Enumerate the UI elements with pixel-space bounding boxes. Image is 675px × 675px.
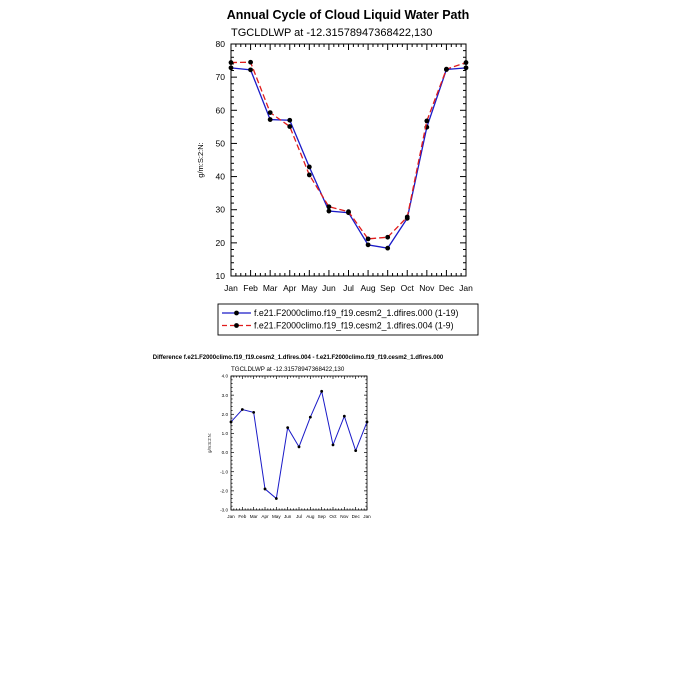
y-tick-label: 4.0 bbox=[222, 374, 229, 379]
data-point bbox=[342, 414, 346, 418]
data-point bbox=[228, 65, 234, 71]
y-axis-label: g/m:S:2:N: bbox=[196, 142, 205, 177]
y-tick-label: 3.0 bbox=[222, 393, 229, 398]
x-tick-label: Jan bbox=[459, 283, 473, 293]
x-tick-label: Jun bbox=[284, 514, 292, 519]
data-point bbox=[326, 208, 332, 214]
series-line-0 bbox=[230, 389, 368, 500]
x-tick-label: Jun bbox=[322, 283, 336, 293]
x-tick-label: Sep bbox=[380, 283, 395, 293]
data-point bbox=[286, 426, 290, 430]
y-tick-label: 70 bbox=[216, 72, 226, 82]
data-point bbox=[297, 445, 301, 449]
data-point bbox=[267, 117, 273, 122]
data-point bbox=[424, 118, 430, 124]
data-point bbox=[287, 124, 293, 129]
y-tick-label: 60 bbox=[216, 105, 226, 115]
y-tick-label: -1.0 bbox=[220, 469, 228, 474]
x-tick-label: Dec bbox=[352, 514, 361, 519]
y-tick-label: 20 bbox=[216, 238, 226, 248]
x-tick-label: Oct bbox=[401, 283, 415, 293]
chart-title: Annual Cycle of Cloud Liquid Water Path bbox=[227, 8, 470, 22]
chart-title: Difference f.e21.F2000climo.f19_f19.cesm… bbox=[153, 355, 444, 361]
x-tick-label: Feb bbox=[238, 514, 246, 519]
data-point bbox=[385, 245, 391, 251]
data-point bbox=[463, 65, 469, 71]
chart-panel-0: Annual Cycle of Cloud Liquid Water Path T… bbox=[196, 8, 473, 293]
y-tick-label: 10 bbox=[216, 271, 226, 281]
data-point bbox=[287, 117, 293, 123]
legend-label: f.e21.F2000climo.f19_f19.cesm2_1.dfires.… bbox=[254, 321, 454, 331]
y-tick-label: 2.0 bbox=[222, 412, 229, 417]
legend-label: f.e21.F2000climo.f19_f19.cesm2_1.dfires.… bbox=[254, 308, 458, 318]
data-point bbox=[248, 59, 253, 65]
legend-marker bbox=[234, 310, 239, 316]
y-axis-label: g/m:S:2:N: bbox=[207, 433, 212, 453]
x-tick-label: Nov bbox=[419, 283, 435, 293]
data-point bbox=[346, 209, 351, 215]
data-point bbox=[228, 60, 234, 65]
x-tick-label: May bbox=[272, 514, 281, 519]
chart-subtitle: TGCLDLWP at -12.31578947368422,130 bbox=[231, 27, 432, 39]
data-point bbox=[354, 449, 358, 453]
data-point bbox=[308, 415, 312, 419]
x-tick-label: Jan bbox=[363, 514, 371, 519]
y-tick-label: -2.0 bbox=[220, 488, 228, 493]
x-tick-label: Jul bbox=[343, 283, 354, 293]
data-point bbox=[444, 66, 449, 72]
data-point bbox=[306, 164, 312, 170]
data-point bbox=[365, 242, 371, 248]
data-point bbox=[248, 67, 253, 73]
y-tick-label: 50 bbox=[216, 138, 226, 148]
data-point bbox=[365, 420, 369, 424]
x-tick-label: Oct bbox=[329, 514, 337, 519]
data-point bbox=[385, 234, 391, 240]
chart-panel-1: Difference f.e21.F2000climo.f19_f19.cesm… bbox=[153, 355, 444, 519]
y-tick-label: 30 bbox=[216, 205, 226, 215]
data-point bbox=[463, 60, 469, 65]
data-point bbox=[320, 389, 324, 393]
data-point bbox=[326, 204, 332, 210]
data-point bbox=[306, 172, 312, 178]
data-point bbox=[331, 443, 335, 447]
y-tick-label: 0.0 bbox=[222, 450, 229, 455]
x-tick-label: Apr bbox=[261, 514, 269, 519]
x-tick-label: Aug bbox=[306, 514, 315, 519]
y-tick-label: 40 bbox=[216, 172, 226, 182]
data-point bbox=[274, 497, 278, 500]
x-tick-label: Jan bbox=[227, 514, 235, 519]
x-tick-label: Mar bbox=[263, 283, 278, 293]
x-tick-label: Aug bbox=[361, 283, 376, 293]
legend: f.e21.F2000climo.f19_f19.cesm2_1.dfires.… bbox=[217, 303, 479, 336]
chart-subtitle: TGCLDLWP at -12.31578947368422,130 bbox=[231, 366, 345, 373]
x-tick-label: Dec bbox=[439, 283, 455, 293]
legend-marker bbox=[234, 323, 239, 328]
x-tick-label: Apr bbox=[283, 283, 296, 293]
data-point bbox=[267, 110, 273, 116]
data-point bbox=[229, 420, 233, 424]
data-point bbox=[263, 487, 267, 491]
x-tick-label: May bbox=[301, 283, 318, 293]
data-point bbox=[252, 410, 256, 414]
data-point bbox=[240, 408, 244, 411]
data-point bbox=[365, 236, 371, 242]
plot-frame bbox=[230, 43, 467, 277]
y-tick-label: 80 bbox=[216, 39, 226, 49]
x-tick-label: Feb bbox=[243, 283, 258, 293]
x-tick-label: Mar bbox=[250, 514, 258, 519]
y-tick-label: -3.0 bbox=[220, 508, 228, 513]
x-tick-label: Jul bbox=[296, 514, 302, 519]
plot-frame bbox=[230, 375, 368, 511]
data-point bbox=[404, 214, 410, 220]
x-tick-label: Sep bbox=[318, 514, 327, 519]
y-tick-label: 1.0 bbox=[222, 431, 229, 436]
series-line-0 bbox=[230, 67, 467, 249]
x-tick-label: Nov bbox=[340, 514, 349, 519]
legend-box bbox=[217, 303, 479, 336]
x-tick-label: Jan bbox=[224, 283, 238, 293]
